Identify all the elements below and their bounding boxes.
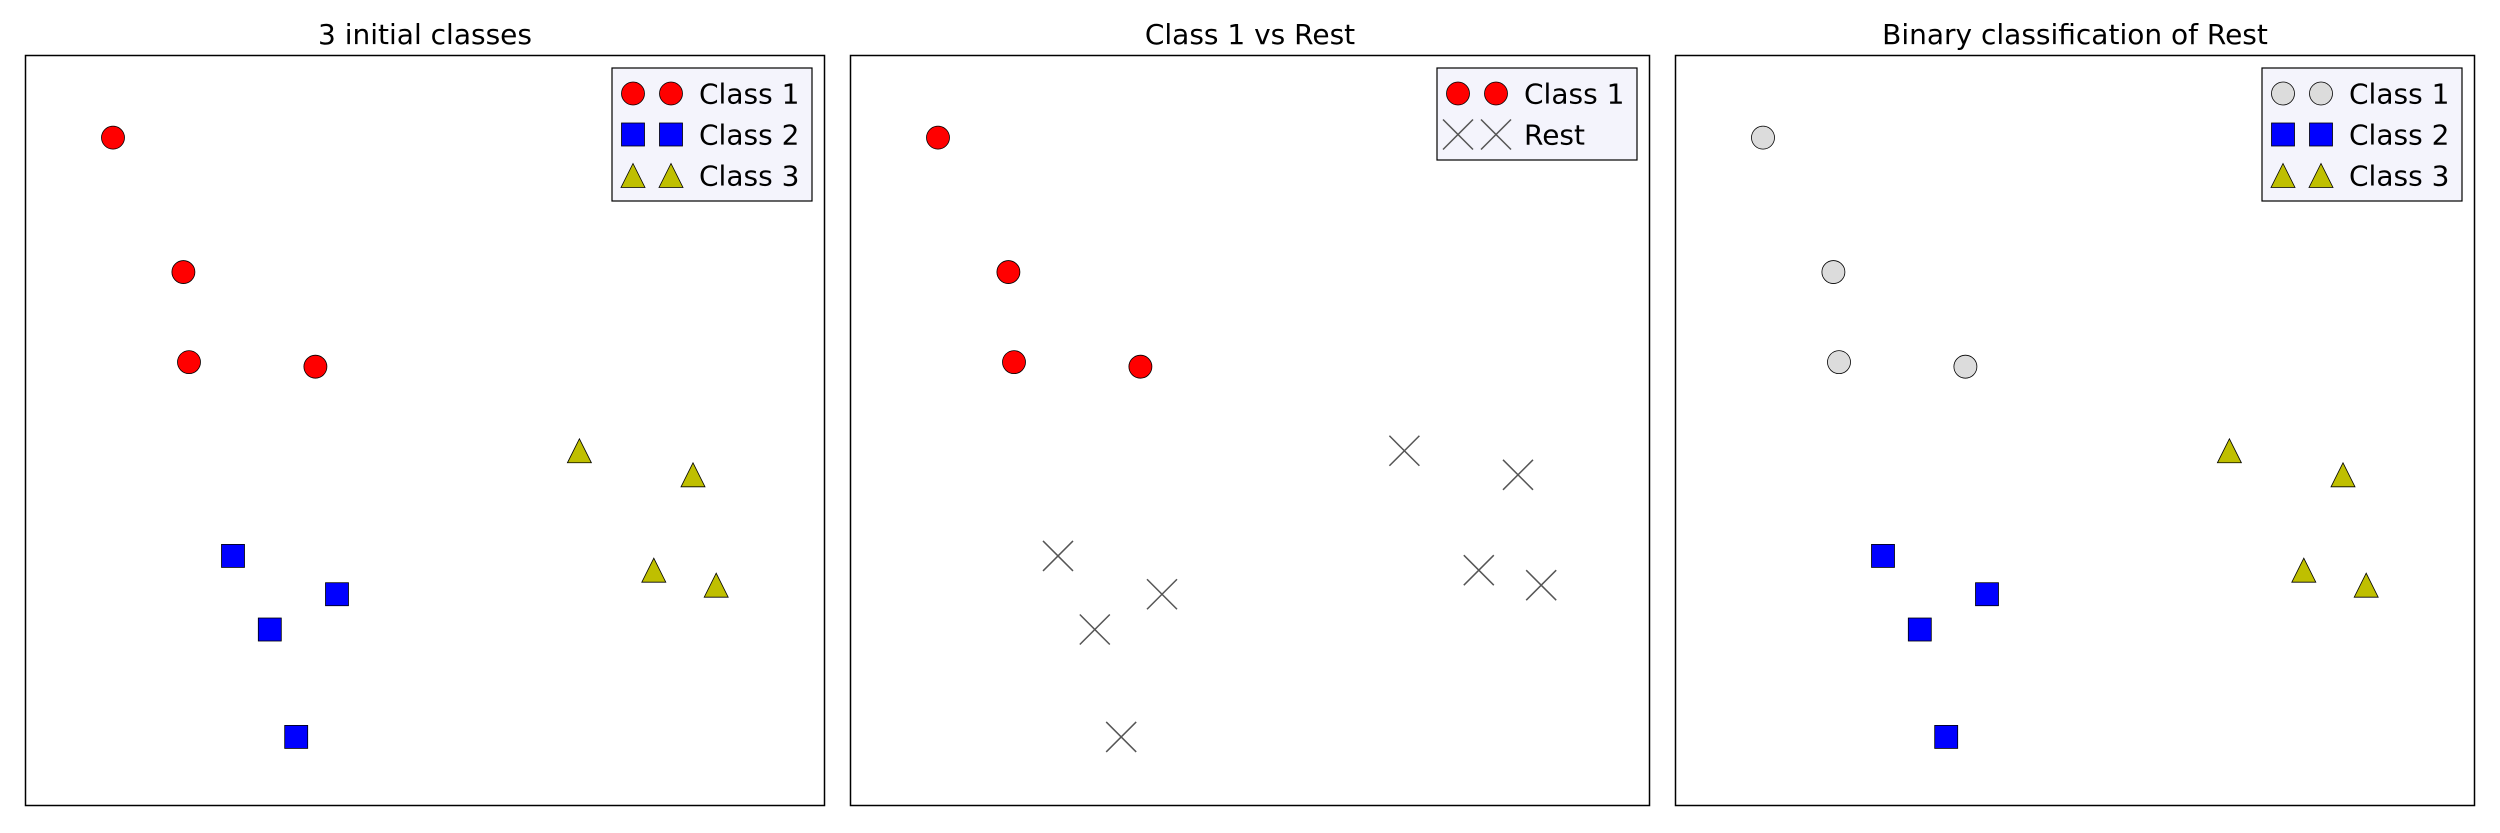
- point-class-3: [2291, 557, 2317, 583]
- legend-marker-rest: [1442, 118, 1474, 151]
- legend-marker-class-1: [2271, 81, 2295, 106]
- legend-marker-class-1: [621, 81, 645, 106]
- legend-marker-class-1: [1446, 81, 1470, 106]
- point-class-3: [2330, 461, 2356, 488]
- plot-area: [849, 54, 1651, 807]
- point-class-1: [1751, 125, 1775, 150]
- legend-marker-class-1: [1484, 81, 1508, 106]
- point-class-3: [566, 437, 593, 464]
- legend-marker-class-3: [620, 162, 646, 188]
- legend-marker-class-3: [2308, 162, 2334, 188]
- point-class-1: [177, 350, 201, 375]
- legend-label-class-3: Class 3: [2349, 160, 2449, 193]
- point-class-2: [1934, 725, 1959, 749]
- legend: Class 1 Class 2 Class 3: [2261, 67, 2463, 202]
- legend-label-class-1: Class 1: [699, 78, 799, 111]
- point-rest: [1042, 540, 1074, 572]
- point-class-2: [1871, 544, 1895, 568]
- legend: Class 1 Rest: [1436, 67, 1638, 161]
- legend-marker-class-2: [2271, 122, 2295, 147]
- point-class-3: [2353, 572, 2379, 598]
- legend-label-rest: Rest: [1524, 119, 1585, 152]
- point-rest: [1463, 554, 1495, 586]
- legend-marker-rest: [1480, 118, 1512, 151]
- point-class-1: [1128, 354, 1153, 379]
- panel-title: Binary classification of Rest: [1882, 18, 2268, 51]
- legend: Class 1 Class 2 Class 3: [611, 67, 813, 202]
- panel-binary-classification-of-rest: Binary classification of Rest Class 1Cla…: [1674, 18, 2476, 807]
- legend-box: [1436, 67, 1638, 161]
- point-rest: [1525, 569, 1557, 601]
- point-class-1: [1827, 350, 1851, 375]
- legend-marker-class-2: [2309, 122, 2333, 147]
- legend-box: [611, 67, 813, 202]
- point-class-3: [2216, 437, 2243, 464]
- legend-box: [2261, 67, 2463, 202]
- point-class-2: [325, 582, 349, 607]
- point-rest: [1105, 721, 1137, 753]
- point-class-2: [1907, 617, 1932, 642]
- panel-class-1-vs-rest: Class 1 vs Rest Class 1 Rest: [849, 18, 1651, 807]
- point-class-3: [680, 461, 706, 488]
- point-class-1: [1953, 354, 1978, 379]
- panel-title: Class 1 vs Rest: [1145, 18, 1355, 51]
- point-rest: [1079, 613, 1111, 646]
- point-class-2: [284, 725, 309, 749]
- legend-label-class-1: Class 1: [1524, 78, 1624, 111]
- point-class-1: [926, 125, 950, 150]
- legend-marker-class-3: [2270, 162, 2296, 188]
- point-class-1: [996, 260, 1021, 284]
- point-rest: [1388, 435, 1420, 467]
- legend-marker-class-1: [2309, 81, 2333, 106]
- point-rest: [1502, 459, 1534, 491]
- point-class-1: [1821, 260, 1846, 284]
- point-class-3: [703, 572, 729, 598]
- legend-marker-class-3: [658, 162, 684, 188]
- legend-label-class-2: Class 2: [2349, 119, 2449, 152]
- point-class-1: [1002, 350, 1026, 375]
- legend-label-class-1: Class 1: [2349, 78, 2449, 111]
- panel-3-initial-classes: 3 initial classes Class 1 Class 2 Class 3: [24, 18, 826, 807]
- point-class-2: [257, 617, 282, 642]
- legend-marker-class-1: [659, 81, 683, 106]
- point-class-1: [171, 260, 196, 284]
- point-class-1: [303, 354, 328, 379]
- point-class-2: [221, 544, 245, 568]
- point-class-2: [1975, 582, 1999, 607]
- legend-label-class-2: Class 2: [699, 119, 799, 152]
- legend-marker-class-2: [659, 122, 683, 147]
- point-rest: [1146, 578, 1178, 610]
- legend-marker-class-2: [621, 122, 645, 147]
- legend-label-class-3: Class 3: [699, 160, 799, 193]
- panel-title: 3 initial classes: [318, 18, 532, 51]
- point-class-1: [101, 125, 125, 150]
- point-class-3: [641, 557, 667, 583]
